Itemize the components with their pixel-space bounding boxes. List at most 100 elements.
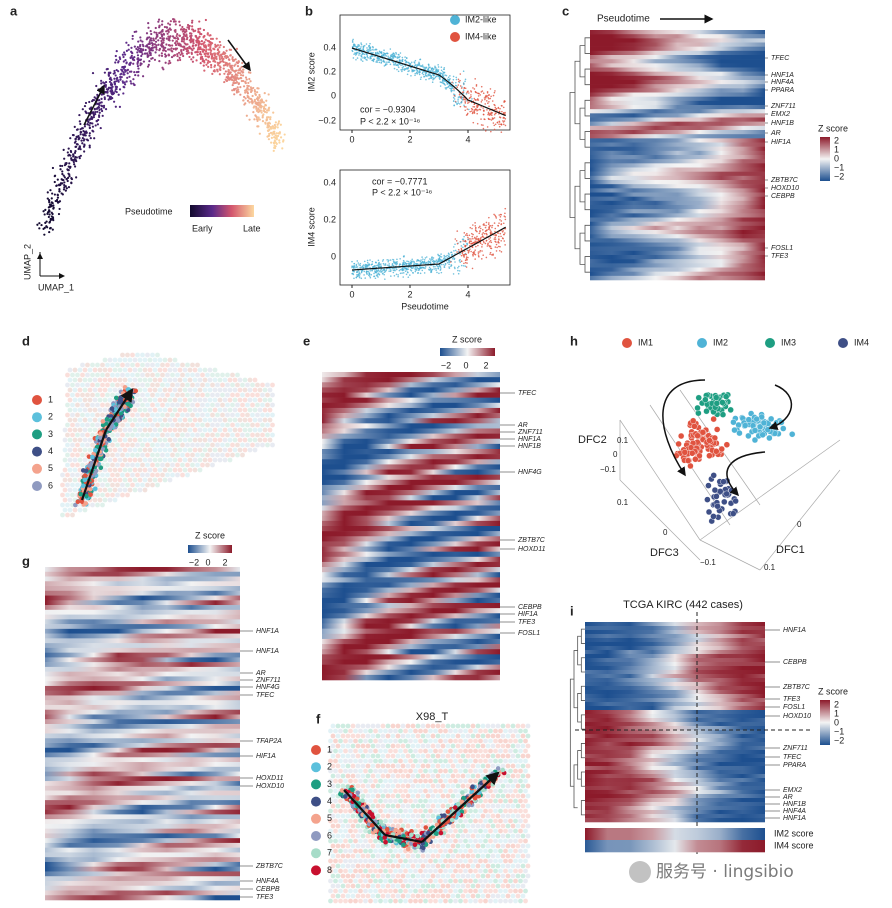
umap-point bbox=[204, 46, 207, 49]
score-point bbox=[497, 107, 500, 109]
score-point bbox=[386, 63, 388, 65]
score-point bbox=[453, 98, 456, 100]
umap-point bbox=[152, 39, 156, 42]
umap-point bbox=[275, 132, 278, 135]
umap-point bbox=[110, 82, 113, 85]
score-point bbox=[414, 72, 417, 75]
umap-point bbox=[158, 18, 161, 21]
umap-point bbox=[43, 226, 46, 229]
umap-point bbox=[128, 63, 132, 66]
umap-point bbox=[207, 44, 210, 47]
score-point bbox=[489, 97, 492, 100]
umap-point bbox=[257, 118, 261, 121]
umap-point bbox=[141, 53, 144, 56]
umap-point bbox=[281, 147, 284, 150]
umap-point bbox=[216, 63, 220, 67]
legend-label: Early bbox=[192, 223, 213, 233]
umap-point bbox=[97, 88, 100, 91]
score-point bbox=[443, 68, 445, 71]
umap-point bbox=[188, 55, 191, 59]
umap-point bbox=[214, 43, 217, 46]
umap-point bbox=[205, 63, 208, 66]
umap-point bbox=[174, 43, 178, 47]
score-point bbox=[461, 91, 464, 94]
score-point bbox=[352, 57, 355, 59]
score-point bbox=[355, 45, 358, 48]
score-point bbox=[471, 98, 473, 100]
umap-point bbox=[272, 149, 275, 152]
umap-point bbox=[218, 50, 221, 53]
score-point bbox=[457, 102, 460, 104]
score-point bbox=[498, 120, 501, 123]
umap-point bbox=[186, 43, 189, 46]
panel-label: a bbox=[10, 3, 18, 18]
umap-point bbox=[220, 53, 223, 56]
umap-point bbox=[209, 46, 212, 49]
umap-point bbox=[115, 50, 118, 53]
score-point bbox=[500, 104, 503, 107]
umap-point bbox=[170, 49, 173, 52]
score-point bbox=[477, 99, 480, 101]
score-point bbox=[465, 266, 468, 268]
score-point bbox=[459, 73, 462, 75]
score-point bbox=[470, 110, 473, 112]
score-point bbox=[486, 109, 488, 111]
umap-point bbox=[99, 126, 102, 130]
umap-point bbox=[100, 109, 104, 113]
umap-point bbox=[234, 69, 238, 72]
umap-point bbox=[192, 47, 195, 50]
score-point bbox=[397, 70, 400, 73]
umap-point bbox=[212, 60, 215, 63]
score-point bbox=[371, 59, 373, 62]
score-point bbox=[472, 121, 475, 124]
score-point bbox=[406, 260, 408, 262]
umap-point bbox=[190, 58, 193, 61]
umap-point bbox=[266, 135, 269, 138]
umap-point bbox=[240, 77, 243, 80]
umap-point bbox=[157, 20, 160, 23]
umap-point bbox=[171, 35, 175, 38]
score-point bbox=[474, 78, 476, 80]
umap-point bbox=[110, 91, 113, 95]
umap-point bbox=[210, 42, 214, 45]
umap-point bbox=[256, 91, 259, 94]
umap-point bbox=[164, 55, 167, 58]
trajectory-arrow bbox=[83, 84, 105, 126]
score-point bbox=[450, 90, 453, 93]
score-point bbox=[446, 254, 448, 257]
score-point bbox=[366, 53, 368, 55]
score-point bbox=[488, 222, 490, 224]
umap-point bbox=[86, 139, 90, 142]
umap-point bbox=[191, 25, 194, 28]
score-point bbox=[480, 118, 482, 120]
score-point bbox=[489, 88, 492, 90]
umap-point bbox=[258, 93, 261, 97]
umap-point bbox=[251, 94, 254, 98]
umap-point bbox=[266, 129, 270, 132]
umap-point bbox=[250, 87, 253, 91]
umap-point bbox=[227, 77, 230, 80]
umap-point bbox=[53, 174, 57, 177]
y-tick-label: 0.2 bbox=[323, 214, 336, 224]
umap-point bbox=[129, 80, 132, 83]
score-point bbox=[457, 98, 459, 100]
score-point bbox=[449, 75, 451, 77]
umap-point bbox=[160, 39, 163, 43]
score-point bbox=[435, 70, 438, 73]
score-point bbox=[353, 277, 355, 280]
score-point bbox=[482, 124, 484, 126]
umap-point bbox=[205, 58, 208, 61]
umap-point bbox=[62, 148, 65, 151]
umap-point bbox=[130, 50, 133, 53]
score-point bbox=[442, 75, 445, 78]
umap-point bbox=[126, 76, 129, 79]
score-point bbox=[467, 102, 469, 104]
score-point bbox=[425, 78, 427, 81]
umap-point bbox=[194, 34, 197, 38]
score-point bbox=[396, 68, 398, 71]
score-point bbox=[400, 69, 402, 71]
score-point bbox=[486, 100, 488, 102]
umap-point bbox=[113, 81, 116, 84]
score-point bbox=[377, 259, 380, 262]
